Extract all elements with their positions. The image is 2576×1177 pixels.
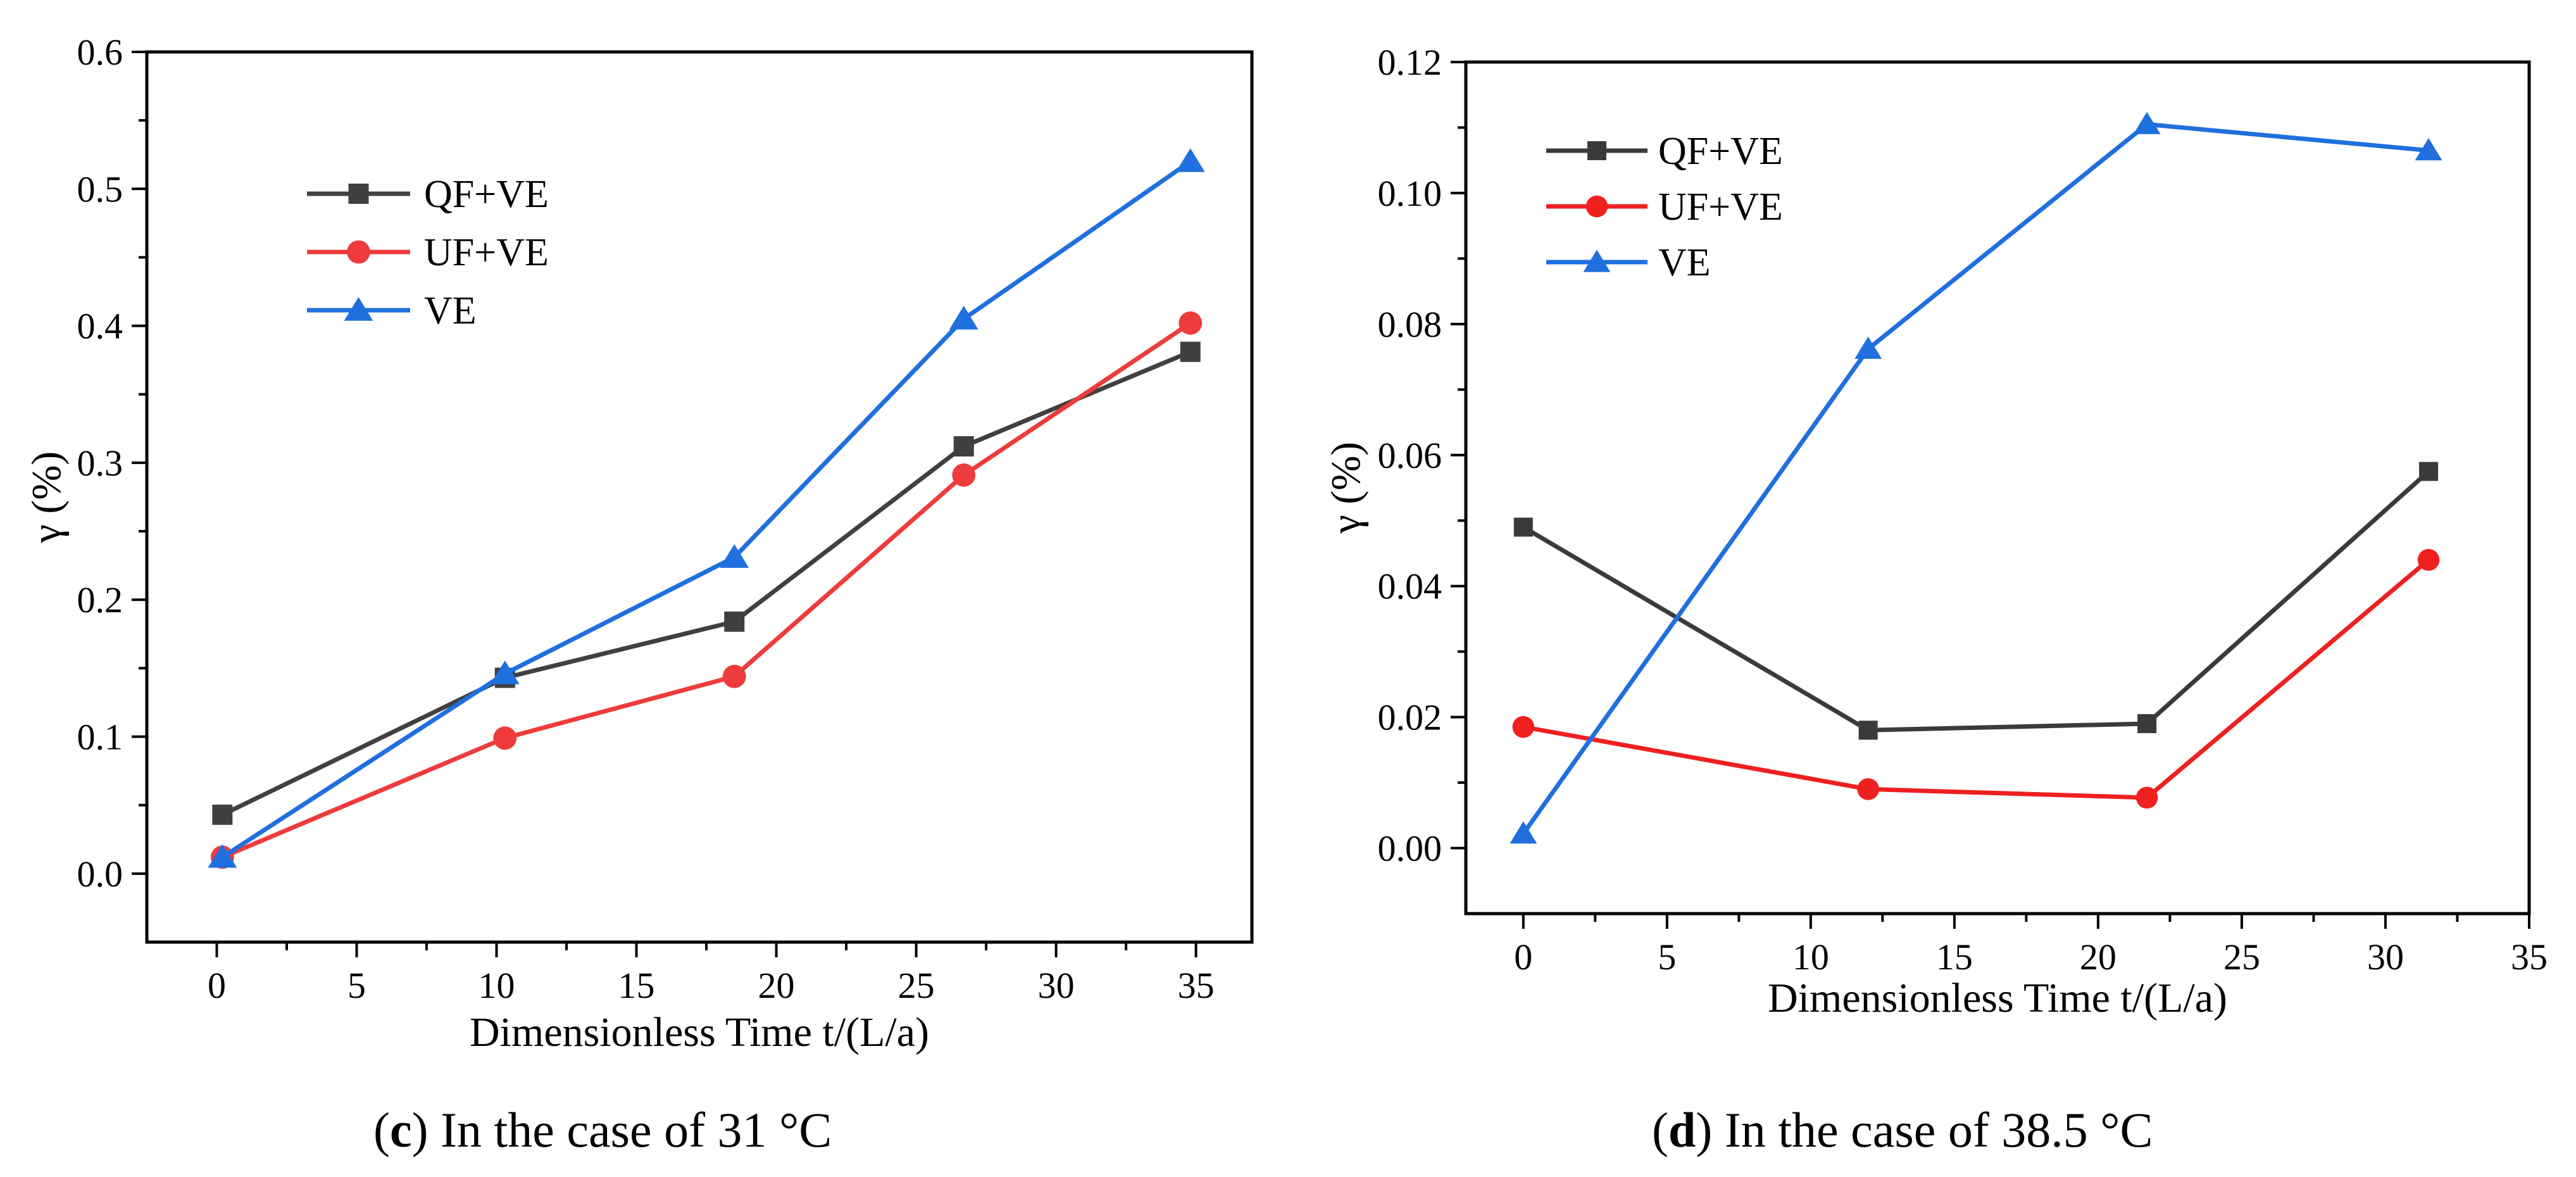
x-tick-label-right: 5 [1658, 936, 1676, 978]
caption-left-letter: c [389, 1102, 412, 1157]
x-tick-label-left: 5 [347, 965, 366, 1006]
y-tick-label-right: 0.12 [1378, 42, 1442, 83]
x-tick-label-left: 35 [1178, 965, 1215, 1006]
y-tick-label-left: 0.3 [77, 443, 123, 484]
data-point-ve-left [949, 306, 979, 330]
x-tick-label-left: 15 [618, 965, 655, 1006]
y-tick-label-right: 0.02 [1378, 697, 1442, 738]
chart-right: 0 5 10 15 20 25 30 35 0.00 0.02 0.04 0.06 0.08 0.10 0.… [1323, 42, 2548, 1021]
x-tick-label-right: 0 [1514, 936, 1532, 978]
x-axis-title-left: Dimensionless Time t/(L/a) [470, 1009, 929, 1055]
data-point-qf-ve-left [724, 611, 745, 632]
data-point-uf-ve-right [1512, 715, 1535, 738]
data-point-ve-left [1175, 148, 1205, 172]
y-tick-label-right: 0.04 [1378, 566, 1442, 607]
caption-right-letter: d [1668, 1102, 1696, 1157]
y-tick-label-left: 0.6 [77, 32, 123, 73]
chart-left: 0 5 10 15 20 25 30 35 0.0 0.1 0.2 0.3 0.4 0.5 0.6 Dimen… [23, 32, 1254, 1055]
series-line-ve-left [221, 160, 1192, 859]
x-tick-label-right: 25 [2223, 936, 2260, 978]
data-point-uf-ve-right [1857, 778, 1879, 800]
y-tick-label-right: 0.00 [1378, 828, 1442, 869]
legend-label-qf-ve-left: QF+VE [424, 173, 549, 216]
x-tick-label-right: 10 [1792, 936, 1829, 978]
data-point-qf-ve-right [2137, 714, 2157, 733]
legend-label-qf-ve-right: QF+VE [1658, 130, 1783, 173]
data-point-qf-ve-right [1858, 721, 1878, 740]
series-line-uf-ve-left [221, 321, 1192, 860]
data-point-ve-right [1854, 336, 1882, 359]
x-tick-label-left: 0 [208, 965, 226, 1006]
legend-marker-ve-left [344, 297, 373, 321]
x-tick-label-right: 30 [2367, 936, 2404, 978]
data-point-uf-ve-left [493, 726, 517, 750]
x-tick-label-right: 35 [2511, 936, 2548, 978]
series-line-qf-ve-right [1522, 470, 2430, 733]
x-tick-label-left: 10 [478, 965, 515, 1006]
legend-marker-uf-ve-right [1585, 195, 1608, 218]
data-point-ve-right [1510, 821, 1537, 844]
y-tick-label-left: 0.4 [77, 306, 123, 347]
x-tick-label-left: 20 [758, 965, 795, 1006]
data-point-qf-ve-left [212, 804, 233, 825]
x-tick-label-left: 25 [898, 965, 935, 1006]
data-point-ve-right [2133, 111, 2161, 134]
data-point-uf-ve-left [1179, 311, 1203, 335]
y-tick-label-left: 0.5 [77, 168, 123, 210]
x-tick-label-right: 20 [2080, 936, 2116, 978]
legend-marker-uf-ve-left [347, 240, 370, 264]
series-line-ve-right [1521, 122, 2429, 835]
y-tick-label-left: 0.2 [77, 579, 123, 620]
data-point-ve-left [720, 544, 749, 568]
y-axis-title-left: γ (%) [23, 451, 70, 544]
legend-label-uf-ve-left: UF+VE [424, 231, 549, 274]
plot-frame-right [1464, 60, 2531, 916]
caption-right-text: ) In the case of 38.5 °C [1696, 1102, 2153, 1157]
data-point-ve-left [490, 660, 520, 684]
y-tick-label-left: 0.0 [77, 853, 123, 895]
legend-marker-qf-ve-right [1587, 141, 1606, 160]
caption-right: (d) In the case of 38.5 °C [1652, 1102, 2153, 1157]
legend-label-uf-ve-right: UF+VE [1658, 186, 1783, 229]
series-line-uf-ve-right [1523, 558, 2430, 800]
y-axis-title-right: γ (%) [1323, 442, 1369, 534]
caption-left: (c) In the case of 31 °C [373, 1102, 832, 1157]
x-tick-label-right: 15 [1936, 936, 1973, 978]
y-tick-label-right: 0.10 [1378, 173, 1442, 214]
data-point-ve-right [2415, 138, 2442, 161]
y-tick-label-left: 0.1 [77, 717, 123, 758]
data-point-uf-ve-right [2135, 786, 2158, 809]
data-point-qf-ve-left [953, 436, 974, 456]
legend-marker-ve-right [1583, 249, 1611, 272]
legend-marker-qf-ve-left [348, 184, 369, 204]
plot-frame-left [145, 50, 1254, 944]
x-axis-title-right: Dimensionless Time t/(L/a) [1768, 975, 2227, 1021]
caption-left-text: ) In the case of 31 °C [411, 1102, 832, 1157]
data-point-uf-ve-left [952, 463, 976, 487]
y-tick-label-right: 0.08 [1378, 304, 1442, 345]
legend-label-ve-left: VE [424, 289, 477, 332]
data-point-qf-ve-right [1513, 517, 1533, 537]
legend-label-ve-right: VE [1658, 241, 1711, 284]
x-tick-label-left: 30 [1038, 965, 1075, 1006]
data-point-qf-ve-left [1180, 341, 1201, 362]
data-point-uf-ve-right [2417, 549, 2440, 571]
y-tick-label-right: 0.06 [1378, 435, 1442, 476]
data-point-ve-left [208, 844, 237, 868]
data-point-qf-ve-right [2419, 462, 2439, 481]
data-point-uf-ve-left [722, 664, 746, 688]
